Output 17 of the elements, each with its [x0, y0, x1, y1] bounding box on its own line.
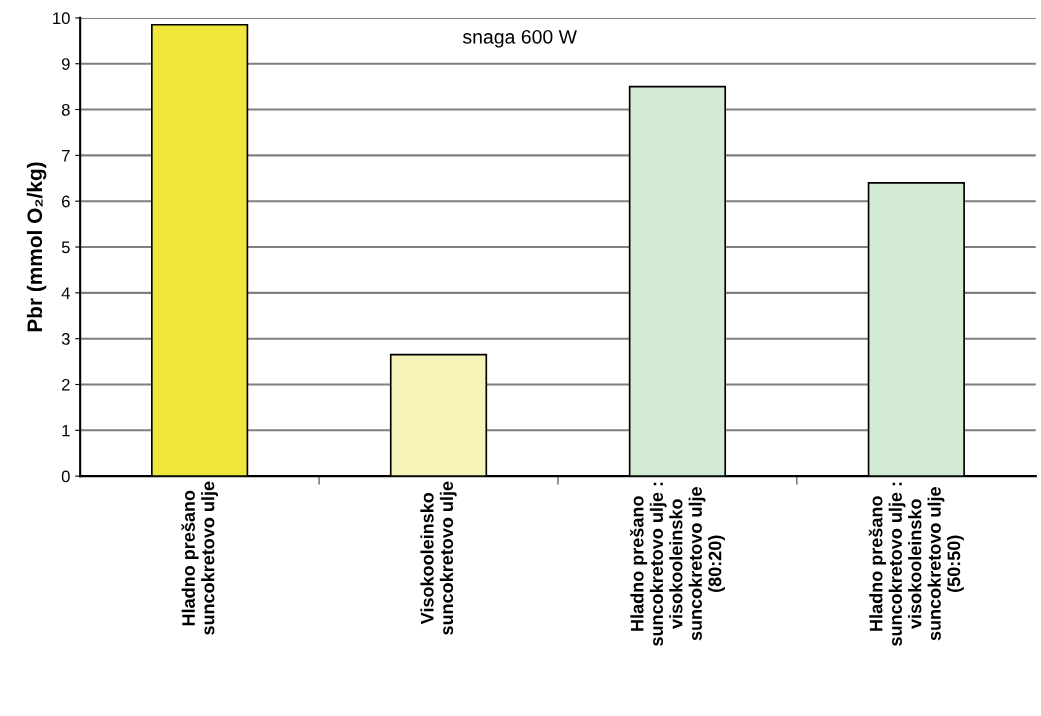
- annotation: snaga 600 W: [462, 29, 577, 48]
- x-tick-label: Hladno prešano suncokretovo ulje : visokooleinsko suncokretovo ulje (50:50): [868, 482, 964, 646]
- y-tick-label: 5: [61, 241, 70, 254]
- y-axis-title: Pbr (mmol O₂/kg): [26, 162, 47, 332]
- y-tick-label: 4: [61, 287, 70, 299]
- y-tick-label: 10: [53, 12, 70, 25]
- y-tick-label: 8: [61, 103, 70, 116]
- y-tick-label: 1: [62, 424, 70, 437]
- x-tick-label: Visokooleinsko suncokretovo ulje: [420, 481, 457, 635]
- y-tick-label: 3: [61, 333, 70, 345]
- y-tick-label: 6: [62, 195, 70, 208]
- y-tick-label: 0: [61, 470, 70, 483]
- y-tick-label: 7: [62, 149, 70, 162]
- y-tick-label: 9: [61, 58, 70, 70]
- x-tick-label: Hladno prešano suncokretovo ulje : visokooleinsko suncokretovo ulje (80:20): [629, 482, 725, 646]
- x-tick-label: Hladno prešano suncokretovo ulje: [181, 481, 218, 635]
- y-tick-label: 2: [62, 378, 70, 391]
